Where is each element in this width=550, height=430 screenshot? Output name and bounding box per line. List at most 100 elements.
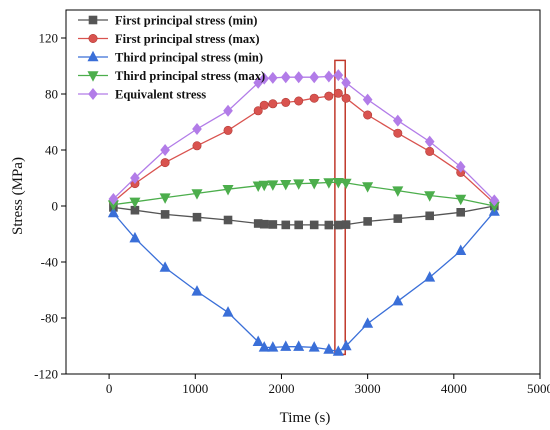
data-point <box>130 172 140 184</box>
data-point <box>309 93 319 103</box>
data-point <box>223 125 233 135</box>
data-point <box>341 220 351 229</box>
data-point <box>392 186 404 197</box>
legend-label: First principal stress (min) <box>115 14 257 28</box>
data-point <box>268 99 278 109</box>
y-tick-label: -120 <box>34 367 58 382</box>
x-tick-label: 5000 <box>527 381 550 396</box>
data-point <box>107 206 119 218</box>
data-point <box>341 93 351 103</box>
data-point <box>425 211 434 221</box>
legend-label: Third principal stress (max) <box>115 69 265 83</box>
data-point <box>159 261 171 272</box>
data-point <box>280 340 292 351</box>
y-tick-label: 40 <box>45 143 58 158</box>
data-point <box>323 343 335 354</box>
data-point <box>253 106 263 116</box>
data-point <box>362 182 374 193</box>
data-point <box>489 194 500 207</box>
legend-label: Equivalent stress <box>115 88 206 102</box>
data-point <box>309 71 320 84</box>
data-point <box>332 345 344 356</box>
data-point <box>192 123 202 135</box>
data-point <box>341 76 351 89</box>
data-point <box>308 341 320 352</box>
data-point <box>159 193 171 204</box>
legend-marker <box>88 15 98 25</box>
data-point <box>455 160 466 173</box>
y-tick-label: 80 <box>45 87 58 102</box>
data-point <box>191 285 203 296</box>
y-tick-label: 0 <box>52 199 59 214</box>
data-point <box>192 141 202 151</box>
data-point <box>259 72 270 85</box>
data-point <box>425 146 435 156</box>
y-tick-label: -40 <box>41 255 58 270</box>
data-point <box>323 178 335 189</box>
data-point <box>160 144 170 156</box>
legend-label: Third principal stress (min) <box>115 51 263 65</box>
data-point <box>280 179 292 191</box>
data-point <box>252 335 264 346</box>
data-point <box>293 179 305 190</box>
data-point <box>456 208 466 217</box>
data-point <box>129 197 141 209</box>
x-tick-label: 2000 <box>268 381 294 396</box>
data-point <box>333 88 343 98</box>
data-point <box>324 70 334 83</box>
data-point <box>393 128 403 138</box>
series-line-4 <box>113 181 495 207</box>
series-layer <box>107 69 500 356</box>
plot-frame <box>65 9 541 375</box>
data-point <box>340 178 352 190</box>
legend: First principal stress (min) First princi… <box>78 14 265 102</box>
data-point <box>259 219 269 229</box>
data-point <box>192 212 202 222</box>
data-point <box>191 189 203 200</box>
data-point <box>268 220 278 229</box>
data-point <box>324 220 334 230</box>
x-tick-label: 3000 <box>355 381 381 396</box>
y-tick-label: -80 <box>41 311 58 326</box>
data-point <box>363 217 372 226</box>
legend-marker <box>87 50 99 62</box>
data-point <box>294 96 304 106</box>
data-point <box>333 69 344 82</box>
data-point <box>424 271 436 282</box>
data-point <box>108 193 119 205</box>
legend-label: First principal stress (max) <box>115 32 260 46</box>
data-point <box>363 110 373 120</box>
data-point <box>340 339 352 351</box>
data-point <box>293 340 305 351</box>
data-point <box>259 100 269 110</box>
data-point <box>223 215 233 225</box>
data-point <box>362 93 373 106</box>
legend-marker <box>87 71 99 82</box>
series-line-3 <box>112 211 495 353</box>
data-point <box>281 220 291 230</box>
data-point <box>455 244 467 255</box>
data-point <box>392 294 404 306</box>
x-tick-label: 0 <box>106 381 113 396</box>
legend-marker <box>88 88 98 100</box>
data-point <box>294 220 303 230</box>
x-tick-label: 1000 <box>182 381 208 396</box>
legend-marker <box>88 33 98 43</box>
data-point <box>281 97 291 107</box>
data-point <box>223 104 233 117</box>
data-point <box>258 180 270 192</box>
data-point <box>334 220 343 230</box>
data-point <box>393 214 403 223</box>
x-axis-label: Time (s) <box>280 410 331 426</box>
data-point <box>267 71 278 84</box>
highlight-box <box>334 59 346 356</box>
data-point <box>267 341 279 352</box>
y-axis-label: Stress (MPa) <box>10 157 26 235</box>
axes: 0 1000 2000 3000 4000 5000 -120 -80 -40 0 40 80 120 <box>34 9 550 396</box>
data-point <box>293 71 304 84</box>
data-point <box>222 306 234 317</box>
data-point <box>129 231 141 243</box>
data-point <box>280 71 291 84</box>
data-point <box>332 178 344 189</box>
data-point <box>309 220 319 230</box>
